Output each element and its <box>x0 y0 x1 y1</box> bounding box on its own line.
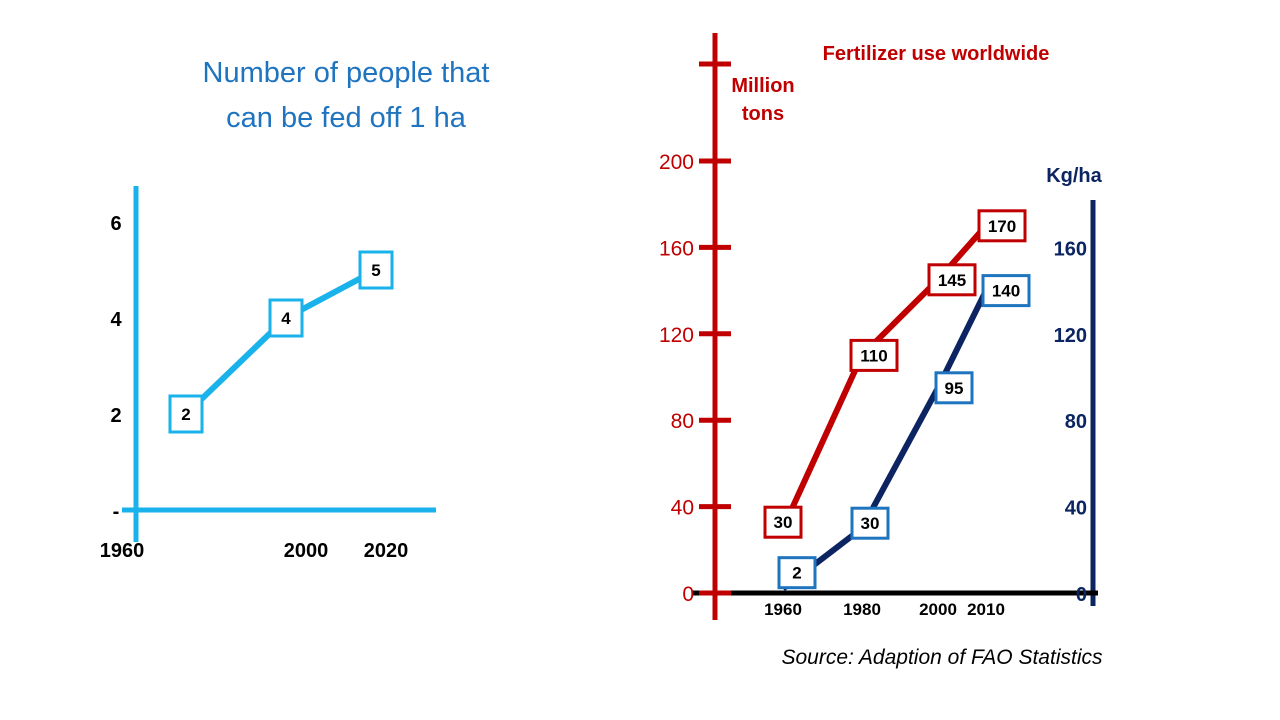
left-axis-tick-5: 200 <box>659 151 694 174</box>
kg-per-ha-line-segment-1 <box>859 386 941 530</box>
right-axis-tick-3: 120 <box>1054 325 1087 347</box>
million-tons-point-label-0: 30 <box>774 513 793 532</box>
people-fed-point-label-2: 5 <box>371 261 380 280</box>
people-fed-title-line2: can be fed off 1 ha <box>226 102 467 134</box>
fertilizer-x-tick-3: 2010 <box>967 600 1005 619</box>
million-tons-point-0 <box>763 505 803 539</box>
million-tons-point-1 <box>849 338 899 372</box>
million-tons-point-3 <box>977 209 1027 243</box>
right-axis-tick-1: 40 <box>1065 498 1087 520</box>
fertilizer-title: Fertilizer use worldwide <box>823 43 1050 65</box>
right-axis-tick-0: 0 <box>1076 584 1087 606</box>
people-fed-point-label-1: 4 <box>281 309 291 328</box>
people-fed-x-tick-2: 2020 <box>364 540 409 562</box>
left-axis-unit-line2: tons <box>742 103 784 125</box>
people-fed-point-1 <box>268 298 304 338</box>
source-note: Source: Adaption of FAO Statistics <box>782 646 1103 669</box>
people-fed-y-tick-0: - <box>113 501 120 523</box>
people-fed-title-line1: Number of people that <box>203 57 490 89</box>
million-tons-point-label-3: 170 <box>988 217 1016 236</box>
people-fed-y-tick-3: 6 <box>110 213 121 235</box>
people-fed-chart: Number of people that can be fed off 1 h… <box>100 57 490 562</box>
people-fed-point-2 <box>358 250 394 290</box>
people-fed-x-tick-1: 2000 <box>284 540 329 562</box>
left-axis-tick-4: 160 <box>659 237 694 260</box>
left-axis-tick-2: 80 <box>671 410 694 433</box>
kg-per-ha-point-2 <box>934 371 974 405</box>
left-axis-unit-line1: Million <box>731 75 794 97</box>
million-tons-line-segment-0 <box>780 354 865 530</box>
fertilizer-chart: Fertilizer use worldwide Million tons Kg… <box>659 33 1103 669</box>
right-axis-tick-2: 80 <box>1065 411 1087 433</box>
left-axis-tick-3: 120 <box>659 324 694 347</box>
fertilizer-x-tick-1: 1980 <box>843 600 881 619</box>
right-axis-unit: Kg/ha <box>1046 165 1102 187</box>
kg-per-ha-point-label-1: 30 <box>861 514 880 533</box>
people-fed-x-tick-0: 1960 <box>100 540 145 562</box>
million-tons-point-2 <box>927 263 977 297</box>
million-tons-point-label-2: 145 <box>938 271 966 290</box>
fertilizer-x-tick-2: 2000 <box>919 600 957 619</box>
million-tons-point-label-1: 110 <box>860 346 887 365</box>
kg-per-ha-point-0 <box>777 556 817 590</box>
people-fed-y-tick-2: 4 <box>110 309 122 331</box>
left-axis-tick-0: 0 <box>682 583 694 606</box>
kg-per-ha-point-label-2: 95 <box>945 379 964 398</box>
people-fed-point-0 <box>168 394 204 434</box>
left-axis-tick-1: 40 <box>671 497 694 520</box>
people-fed-point-label-0: 2 <box>181 405 190 424</box>
fertilizer-x-tick-0: 1960 <box>764 600 802 619</box>
right-axis-tick-4: 160 <box>1054 238 1087 260</box>
kg-per-ha-point-label-0: 2 <box>792 564 801 583</box>
kg-per-ha-point-3 <box>981 274 1031 308</box>
people-fed-y-tick-1: 2 <box>110 405 121 427</box>
kg-per-ha-point-1 <box>850 506 890 540</box>
kg-per-ha-point-label-3: 140 <box>992 282 1020 301</box>
